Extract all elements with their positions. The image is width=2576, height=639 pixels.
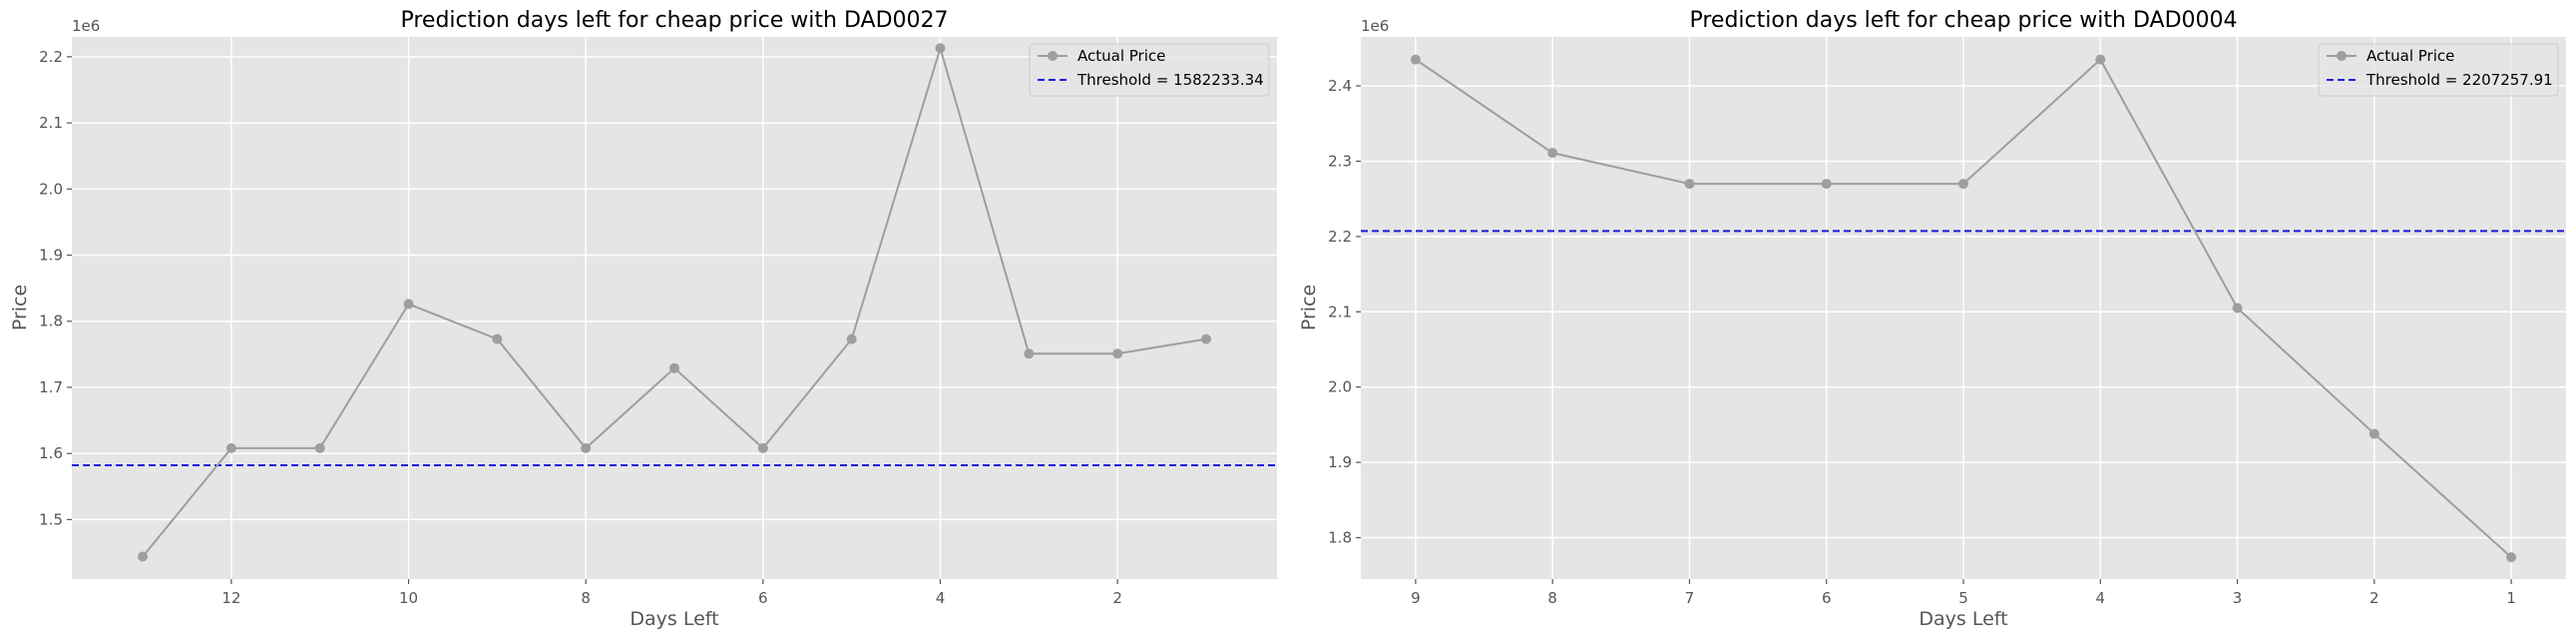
data-point: [757, 442, 768, 453]
data-point: [581, 442, 592, 453]
x-tick-labels: 12 10 8 6 4 2: [221, 579, 1122, 607]
y-offset-label: 1e6: [1361, 17, 1389, 35]
data-point: [2232, 303, 2243, 314]
x-tick-label: 2: [2369, 589, 2379, 607]
y-tick-labels: 1.5 1.6 1.7 1.8 1.9 2.0 2.1 2.2: [39, 48, 72, 528]
series-actual-price: [138, 43, 1211, 562]
data-point: [1112, 348, 1123, 359]
legend-label-threshold: Threshold = 2207257.91: [2365, 71, 2553, 89]
y-offset-label: 1e6: [72, 17, 100, 35]
x-tick-label: 7: [1685, 589, 1695, 607]
x-tick-label: 2: [1112, 589, 1122, 607]
legend-label-threshold: Threshold = 1582233.34: [1076, 71, 1264, 89]
y-tick-label: 2.1: [1328, 303, 1352, 320]
data-point: [403, 299, 414, 310]
data-point: [669, 362, 679, 373]
y-tick-label: 1.8: [1328, 529, 1352, 547]
y-tick-label: 1.8: [39, 313, 63, 330]
legend-box: [1029, 43, 1270, 97]
x-tick-label: 8: [581, 589, 591, 607]
legend-marker-icon: [2337, 51, 2347, 61]
data-point: [2095, 54, 2106, 65]
y-tick-label: 1.5: [39, 510, 63, 528]
data-point: [1410, 54, 1421, 65]
y-tick-label: 1.6: [39, 444, 63, 462]
x-tick-labels: 9 8 7 6 5 4 3 2 1: [1411, 579, 2516, 607]
y-tick-label: 2.0: [39, 180, 63, 198]
grid-lines: [1361, 37, 2566, 579]
x-tick-label: 6: [758, 589, 768, 607]
y-tick-label: 2.2: [39, 48, 63, 66]
y-axis-label: Price: [1298, 285, 1320, 330]
y-tick-label: 2.4: [1328, 77, 1352, 95]
y-tick-label: 2.2: [1328, 228, 1352, 246]
x-tick-label: 9: [1411, 589, 1421, 607]
data-point: [1684, 179, 1695, 190]
x-tick-label: 4: [2095, 589, 2105, 607]
x-tick-label: 8: [1547, 589, 1557, 607]
y-axis-label: Price: [9, 285, 31, 330]
legend-box: [2318, 43, 2559, 97]
y-tick-label: 2.1: [39, 114, 63, 132]
y-tick-label: 2.3: [1328, 152, 1352, 170]
data-point: [492, 333, 503, 344]
y-tick-label: 1.9: [39, 247, 63, 265]
data-point: [2506, 552, 2517, 563]
x-axis-label: Days Left: [1919, 608, 2007, 630]
data-point: [1200, 333, 1211, 344]
legend-marker-icon: [1048, 51, 1058, 61]
y-tick-label: 1.7: [39, 378, 63, 396]
legend: Actual Price Threshold = 1582233.34: [1029, 43, 1270, 97]
y-tick-label: 2.0: [1328, 378, 1352, 396]
chart-dad0004: 9 8 7 6 5 4 3 2 1 1.8 1.9 2.0 2.1 2.2 2.3 2.4 Predicti…: [1298, 8, 2566, 630]
data-point: [1958, 179, 1968, 190]
x-axis-label: Days Left: [630, 608, 718, 630]
y-tick-labels: 1.8 1.9 2.0 2.1 2.2 2.3 2.4: [1328, 77, 1361, 547]
y-tick-label: 1.9: [1328, 453, 1352, 471]
x-tick-label: 1: [2506, 589, 2516, 607]
chart-title: Prediction days left for cheap price wit…: [1689, 8, 2237, 33]
data-point: [225, 442, 236, 453]
data-point: [1821, 179, 1832, 190]
legend-label-actual-price: Actual Price: [1077, 47, 1165, 65]
data-point: [1024, 348, 1035, 359]
data-point: [1547, 148, 1558, 159]
data-point: [846, 333, 857, 344]
chart-title: Prediction days left for cheap price wit…: [400, 8, 948, 33]
plot-area: [72, 37, 1277, 579]
data-point: [314, 442, 325, 453]
x-tick-label: 12: [221, 589, 240, 607]
series-actual-price: [1410, 54, 2517, 563]
x-tick-label: 6: [1822, 589, 1832, 607]
x-tick-label: 4: [936, 589, 946, 607]
legend: Actual Price Threshold = 2207257.91: [2318, 43, 2559, 97]
data-point: [2368, 428, 2379, 439]
data-point: [138, 551, 149, 562]
x-tick-label: 10: [399, 589, 418, 607]
chart-dad0027: 12 10 8 6 4 2 1.5 1.6 1.7 1.8 1.9 2.0 2.1 2.2 Predic…: [9, 8, 1277, 630]
legend-label-actual-price: Actual Price: [2366, 47, 2454, 65]
data-point: [935, 43, 946, 54]
x-tick-label: 5: [1958, 589, 1968, 607]
x-tick-label: 3: [2233, 589, 2243, 607]
